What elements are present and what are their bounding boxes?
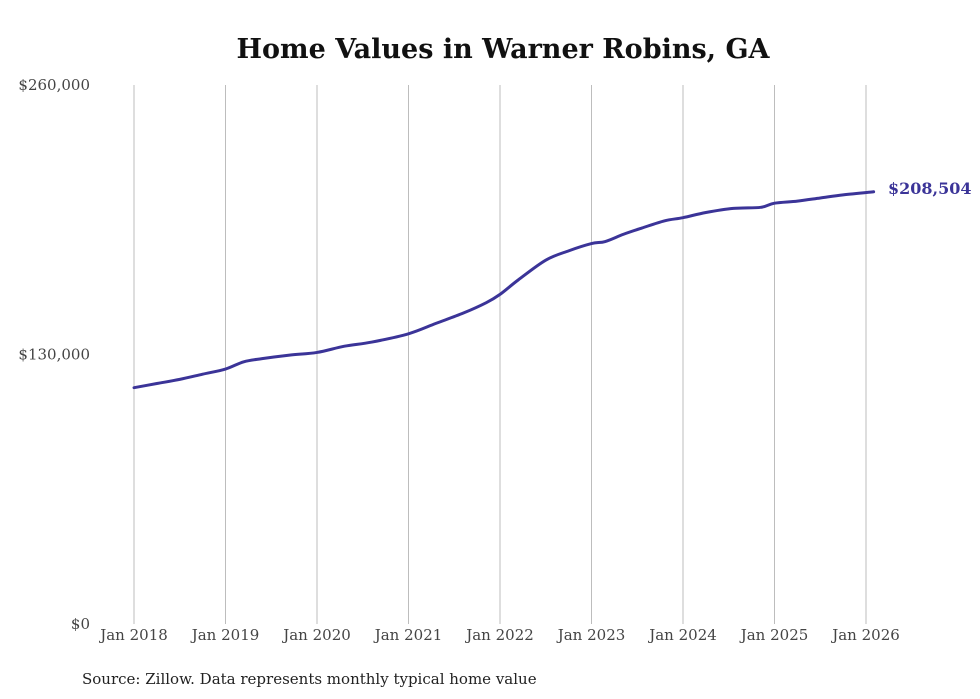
source-note: Source: Zillow. Data represents monthly … xyxy=(82,670,537,688)
x-tick-label: Jan 2025 xyxy=(739,626,809,644)
series-layer xyxy=(132,190,876,390)
gridlines xyxy=(133,85,867,624)
x-tick-label: Jan 2022 xyxy=(464,626,534,644)
y-tick-label: $260,000 xyxy=(18,76,90,94)
y-axis-ticks: $260,000 $130,000 $0 xyxy=(18,76,90,633)
x-tick-label: Jan 2019 xyxy=(190,626,260,644)
x-tick-label: Jan 2024 xyxy=(647,626,717,644)
y-tick-label: $0 xyxy=(71,615,90,633)
chart-title: Home Values in Warner Robins, GA xyxy=(237,34,771,65)
y-tick-label: $130,000 xyxy=(18,346,90,364)
x-tick-label: Jan 2021 xyxy=(373,626,443,644)
end-value-label: $208,504 xyxy=(888,179,972,198)
x-tick-label: Jan 2026 xyxy=(830,626,900,644)
x-tick-label: Jan 2018 xyxy=(98,626,168,644)
x-tick-label: Jan 2023 xyxy=(556,626,626,644)
x-tick-label: Jan 2020 xyxy=(281,626,351,644)
x-axis-ticks: Jan 2018 Jan 2019 Jan 2020 Jan 2021 Jan 2022… xyxy=(98,626,900,644)
series-line-0 xyxy=(132,190,876,390)
